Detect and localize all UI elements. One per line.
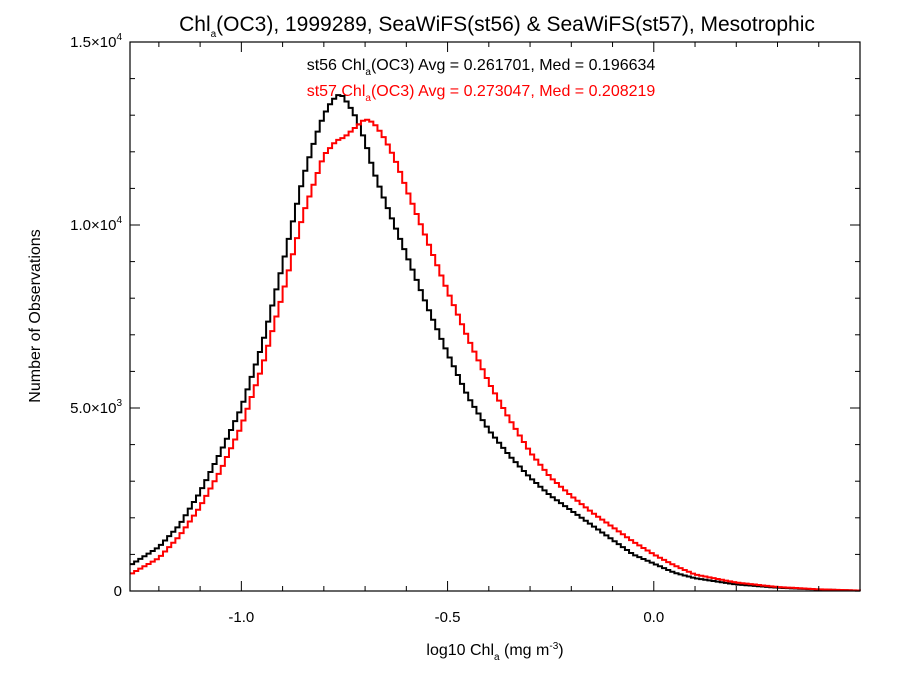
x-axis-label: log10 Chla (mg m-3): [426, 641, 563, 663]
x-tick-label: -1.0: [228, 609, 254, 626]
series-layer: [130, 94, 861, 592]
x-tick-label: -0.5: [435, 609, 461, 626]
y-tick-label: 0: [114, 583, 122, 600]
legend-entry-st56: st56 Chla(OC3) Avg = 0.261701, Med = 0.1…: [307, 57, 656, 78]
y-tick-label: 1.0×104: [70, 215, 122, 234]
y-tick-label: 5.0×103: [70, 398, 122, 417]
chart-title: Chla(OC3), 1999289, SeaWiFS(st56) & SeaW…: [179, 13, 815, 40]
tick-layer: -1.0 -0.5 0.0 0 5.0×103 1.0×104 1.5×104: [70, 32, 860, 626]
y-axis-label: Number of Observations: [27, 229, 44, 402]
legend-entry-st57: st57 Chla(OC3) Avg = 0.273047, Med = 0.2…: [307, 83, 656, 104]
x-tick-label: 0.0: [643, 609, 664, 626]
series-line-st56: [130, 94, 861, 592]
plot-frame: [129, 41, 861, 592]
y-tick-label: 1.5×104: [70, 32, 122, 51]
series-line-st57: [130, 118, 861, 592]
